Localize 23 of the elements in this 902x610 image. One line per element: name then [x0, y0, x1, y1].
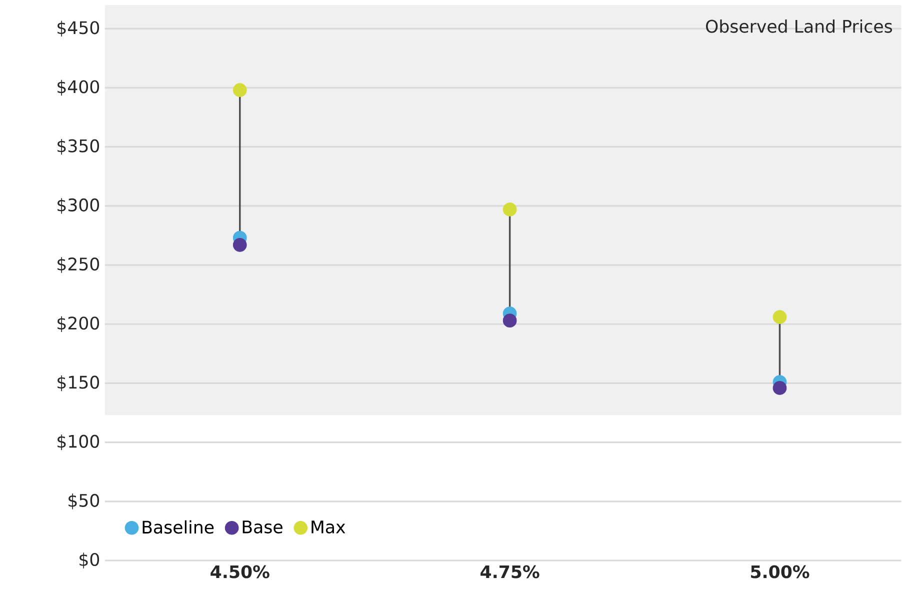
point — [502, 313, 517, 328]
point — [232, 238, 247, 252]
y-tick-label: $0 — [80, 552, 100, 568]
point — [772, 380, 787, 395]
point — [772, 310, 787, 324]
y-tick-label: $200 — [58, 316, 100, 332]
y-tick-label: $250 — [58, 256, 100, 273]
y-tick-label: $400 — [58, 80, 100, 96]
y-tick-label: $300 — [58, 198, 100, 214]
band-label: Observed Land Prices — [706, 19, 892, 33]
point — [502, 202, 517, 216]
legend-label: Max — [312, 520, 346, 534]
x-tick-label: 4.50% — [210, 564, 270, 578]
legend-label: Baseline — [142, 520, 214, 534]
y-tick-label: $350 — [58, 138, 100, 154]
y-tick-label: $450 — [58, 20, 100, 36]
x-tick-label: 5.00% — [751, 564, 810, 578]
legend-label: Base — [242, 520, 282, 534]
y-tick-label: $150 — [58, 375, 100, 391]
point — [232, 82, 247, 97]
x-tick-label: 4.75% — [480, 564, 540, 578]
y-tick-label: $50 — [68, 493, 100, 510]
y-tick-label: $100 — [58, 434, 100, 450]
